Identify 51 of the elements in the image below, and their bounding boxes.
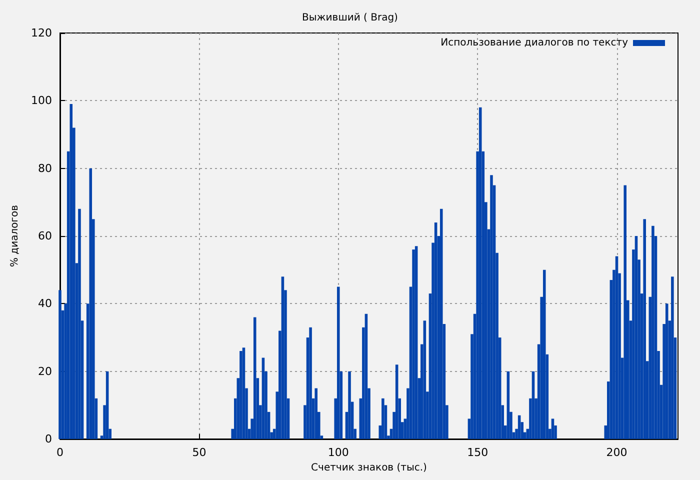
bar: [671, 276, 674, 439]
bar: [665, 304, 668, 439]
bar: [542, 270, 546, 439]
y-tick-label: 100: [31, 94, 52, 108]
bar: [89, 168, 92, 439]
y-tick-label: 40: [38, 297, 52, 310]
y-tick-label: 60: [38, 230, 52, 242]
bar: [551, 418, 554, 439]
x-tick-label: 150: [467, 446, 488, 459]
bar: [253, 317, 256, 439]
bar: [434, 222, 438, 439]
bar: [364, 314, 368, 439]
bar: [58, 290, 62, 439]
bar: [348, 371, 351, 439]
chart-title: Выживший ( Brag): [302, 12, 398, 24]
x-axis-title: Счетчик знаков (тыс.): [311, 462, 428, 474]
bar: [395, 364, 398, 439]
bar: [532, 371, 535, 439]
bar: [240, 351, 242, 439]
x-tick-label: 100: [328, 446, 349, 459]
bar: [490, 175, 493, 439]
bar: [414, 246, 418, 439]
bar: [242, 348, 246, 439]
bar: [478, 107, 482, 439]
bar: [106, 371, 109, 439]
bar: [309, 327, 312, 439]
y-axis-title: % диалогов: [10, 204, 20, 267]
bar: [314, 388, 318, 439]
bar: [281, 276, 284, 439]
bar: [423, 320, 426, 439]
bar: [634, 236, 638, 439]
bar: [506, 371, 510, 439]
bar: [624, 185, 626, 439]
x-tick-label: 50: [192, 446, 206, 459]
bar: [262, 358, 265, 439]
x-tick-label: 0: [56, 446, 64, 459]
bar: [382, 398, 384, 439]
bar: [70, 104, 73, 439]
legend-label: Использование диалогов по тексту: [440, 38, 628, 48]
bar: [412, 250, 415, 439]
y-tick-label: 20: [38, 364, 52, 378]
bar: [643, 219, 646, 439]
bar: [440, 208, 443, 439]
x-tick-label: 200: [606, 446, 628, 459]
y-tick-label: 120: [31, 26, 52, 40]
bar: [78, 208, 81, 439]
y-tick-label: 0: [45, 432, 52, 446]
bar: [615, 256, 618, 439]
y-tick-label: 80: [38, 162, 52, 175]
bar: [652, 226, 654, 439]
bar: [336, 286, 340, 439]
